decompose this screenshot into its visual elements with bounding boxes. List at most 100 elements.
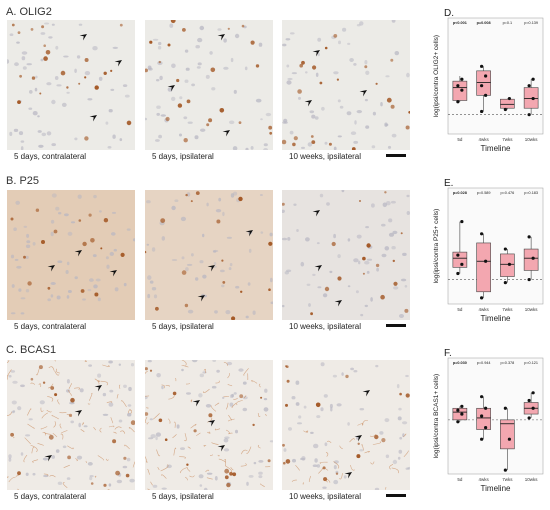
data-point: [503, 406, 507, 410]
p-value-label: p=0.183: [524, 191, 538, 195]
data-point: [527, 277, 531, 282]
caption: 5 days, ipsilateral: [152, 152, 214, 161]
data-point: [531, 256, 535, 260]
arrowhead-icon: [109, 270, 117, 277]
data-point: [484, 259, 488, 263]
micrograph-p25-10w-ipsi: [282, 190, 410, 320]
box: [500, 98, 515, 109]
data-point: [507, 96, 511, 101]
data-point: [507, 437, 511, 441]
data-point: [484, 74, 488, 78]
data-point: [480, 437, 484, 441]
micrograph-bcas1-10w-ipsi: [282, 360, 410, 490]
data-point: [531, 406, 535, 410]
caption: 5 days, ipsilateral: [152, 492, 214, 501]
caption: 5 days, contralateral: [14, 492, 87, 501]
arrowhead-icon: [207, 420, 215, 427]
arrowhead-icon: [79, 34, 87, 41]
x-axis-label: Timeline: [481, 144, 511, 153]
p-value-label: p=0.378: [500, 361, 514, 365]
chart-panel-label: D.: [444, 8, 454, 19]
y-axis-label: log(ipsi/contra BCAS1+ cells): [433, 374, 440, 458]
caption: 10 weeks, ipsilateral: [289, 322, 362, 331]
p-value-label: p<0.001: [453, 21, 467, 25]
p-value-label: p=0.030: [453, 361, 467, 365]
box: [476, 70, 491, 96]
data-point: [480, 414, 484, 418]
box: [523, 87, 539, 109]
data-point: [480, 84, 484, 88]
x-tick-label: 4wks: [478, 307, 489, 312]
data-point: [456, 84, 460, 88]
x-tick-label: 4wks: [478, 137, 489, 142]
data-point: [503, 247, 507, 251]
data-point: [460, 404, 464, 408]
arrowhead-icon: [89, 115, 97, 122]
p-value-label: p=0.139: [524, 21, 538, 25]
micrograph-p25-5d-ipsi: [145, 190, 273, 320]
data-point: [480, 109, 484, 114]
arrowhead-icon: [304, 100, 312, 107]
chart-p25: E. p=0.028 5d p=0.589 4wks p=0.476 7wks p=0.183…: [418, 174, 548, 334]
box: [523, 248, 539, 271]
x-tick-label: 4wks: [478, 477, 489, 482]
micrograph-olig2-5d-contra: [7, 20, 135, 150]
arrowhead-icon: [359, 90, 367, 97]
data-point: [456, 420, 460, 424]
arrowhead-icon: [47, 265, 55, 272]
data-point: [480, 64, 484, 68]
chart-olig2: D. p<0.001 5d p=0.008 4wks p=0.1 7wks p=0.139 10…: [418, 4, 548, 164]
data-point: [484, 406, 488, 410]
arrowhead-icon: [192, 400, 200, 407]
data-point: [527, 235, 531, 239]
data-point: [460, 262, 464, 266]
row-title-p25: B. P25: [6, 175, 40, 187]
x-tick-label: 5d: [457, 477, 463, 482]
data-point: [456, 408, 460, 412]
arrowhead-icon: [312, 50, 320, 57]
row-title-bcas1: C. BCAS1: [6, 344, 57, 356]
caption: 10 weeks, ipsilateral: [289, 492, 362, 501]
chart-panel-label: F.: [444, 348, 452, 359]
arrowhead-icon: [362, 390, 370, 397]
p-value-label: p=0.1: [503, 21, 513, 25]
data-point: [456, 271, 460, 276]
arrowhead-icon: [245, 230, 253, 237]
p-value-label: p=0.589: [477, 191, 491, 195]
p-value-label: p=0.121: [524, 361, 538, 365]
data-point: [531, 391, 535, 395]
data-point: [507, 262, 511, 266]
x-tick-label: 10wks: [525, 307, 539, 312]
arrowhead-icon: [314, 265, 322, 272]
scale-bar: [386, 494, 406, 497]
data-point: [456, 100, 460, 104]
p-value-label: p=0.008: [477, 21, 491, 25]
data-point: [503, 468, 507, 472]
arrowhead-icon: [44, 455, 52, 462]
arrowhead-icon: [217, 445, 225, 452]
data-point: [480, 232, 484, 236]
data-point: [531, 96, 535, 101]
micrograph-olig2-5d-ipsi: [145, 20, 273, 150]
micrograph-olig2-10w-ipsi: [282, 20, 410, 150]
x-tick-label: 5d: [457, 137, 463, 142]
box: [500, 419, 515, 450]
x-axis-label: Timeline: [481, 314, 511, 323]
arrowhead-icon: [114, 60, 122, 67]
caption: 5 days, contralateral: [14, 322, 87, 331]
arrowhead-icon: [167, 85, 175, 92]
y-axis-label: log(ipsi/contra OLIG2+ cells): [433, 35, 440, 117]
p-value-label: p=0.944: [477, 361, 491, 365]
caption: 5 days, ipsilateral: [152, 322, 214, 331]
x-axis-label: Timeline: [481, 484, 511, 493]
chart-bcas1: F. p=0.030 5d p=0.944 4wks p=0.378 7wks p=0.121…: [418, 344, 548, 504]
arrowhead-icon: [94, 385, 102, 392]
data-point: [480, 296, 484, 300]
caption: 10 weeks, ipsilateral: [289, 152, 362, 161]
arrowhead-icon: [334, 300, 342, 307]
arrowhead-icon: [222, 130, 230, 137]
box: [452, 251, 468, 268]
y-axis-label: log(ipsi/contra P25+ cells): [433, 209, 440, 284]
box: [452, 407, 468, 421]
box: [500, 253, 515, 277]
